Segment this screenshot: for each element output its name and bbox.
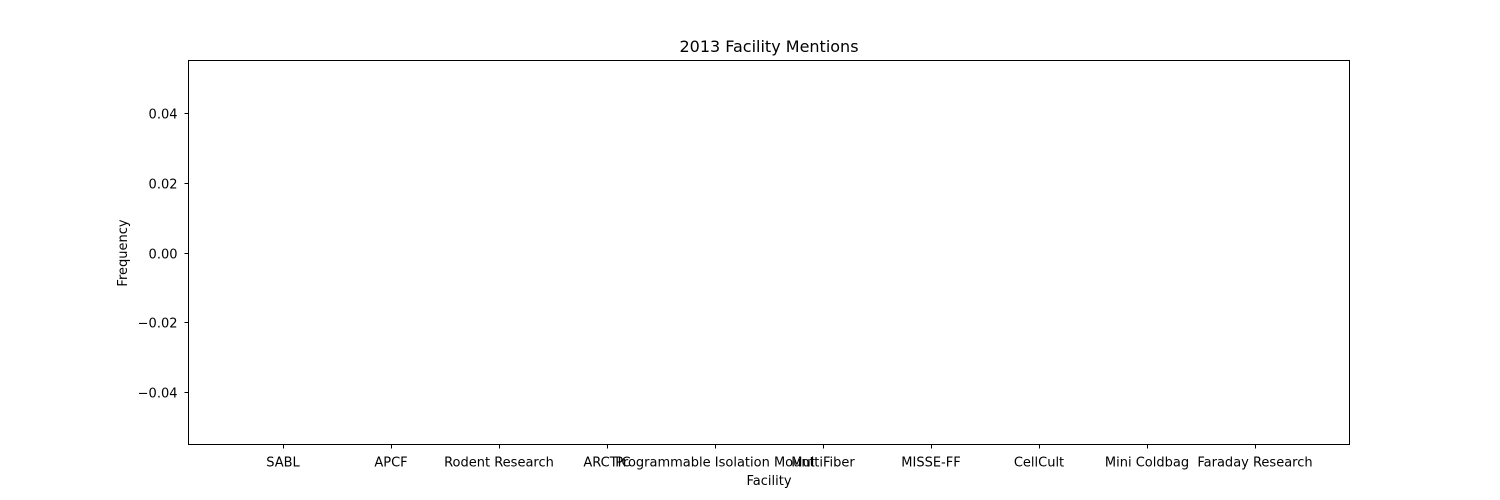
x-tick-label: Faraday Research (1197, 456, 1312, 471)
plot-frame (188, 60, 1350, 445)
y-tick-label: 0.00 (149, 248, 178, 263)
chart-title: 2013 Facility Mentions (679, 37, 858, 56)
x-tick-label: CellCult (1014, 456, 1064, 471)
x-tick-label: APCF (374, 456, 407, 471)
y-axis: 0.04 0.02 0.00 −0.02 −0.04 (138, 108, 189, 402)
x-tick-label: MultiFiber (791, 456, 855, 471)
y-tick-label: −0.04 (138, 387, 178, 402)
x-tick-label: Rodent Research (444, 456, 554, 471)
x-tick-label: SABL (266, 456, 300, 471)
x-axis: SABL APCF Rodent Research ARCTICProgrammabl… (266, 444, 1313, 471)
y-axis-label: Frequency (116, 219, 131, 286)
x-tick-label: MISSE-FF (901, 456, 960, 471)
x-tick-label: Programmable Isolation Mount (615, 456, 814, 471)
y-tick-label: 0.04 (149, 108, 178, 123)
x-tick-label: ARCTIC (583, 456, 630, 471)
x-axis-label: Facility (746, 474, 791, 489)
y-tick-label: 0.02 (149, 178, 178, 193)
x-tick-label: Mini Coldbag (1105, 456, 1189, 471)
y-tick-label: −0.02 (138, 317, 178, 332)
